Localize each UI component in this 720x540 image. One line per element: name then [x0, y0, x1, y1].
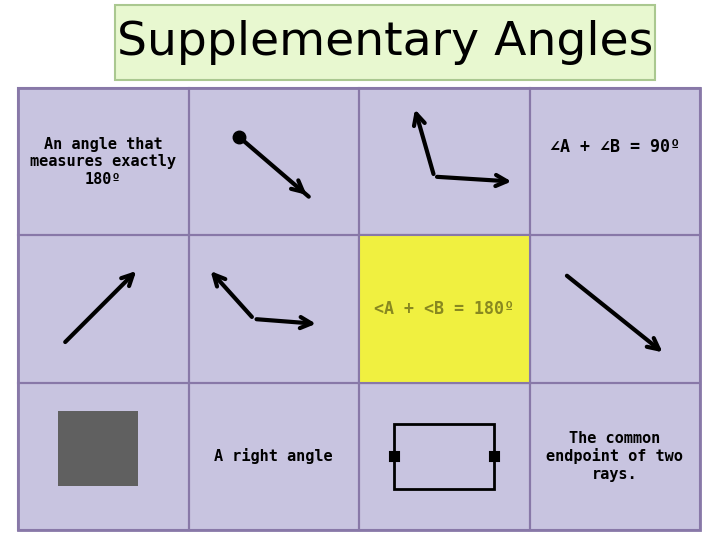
FancyBboxPatch shape: [115, 5, 655, 80]
Bar: [18, 88, 189, 235]
Bar: [18, 88, 700, 530]
Bar: [395, 424, 494, 489]
Bar: [359, 383, 529, 530]
Bar: [390, 452, 399, 461]
Bar: [18, 235, 189, 383]
Bar: [189, 88, 359, 235]
Bar: [18, 383, 189, 530]
Text: ∠A + ∠B = 90º: ∠A + ∠B = 90º: [550, 138, 680, 156]
Bar: [58, 411, 138, 487]
Text: The common
endpoint of two
rays.: The common endpoint of two rays.: [546, 431, 683, 482]
Bar: [359, 235, 529, 383]
Bar: [359, 88, 529, 235]
Bar: [189, 383, 359, 530]
Bar: [490, 452, 499, 461]
Text: Supplementary Angles: Supplementary Angles: [117, 20, 653, 65]
Bar: [529, 383, 700, 530]
Text: <A + <B = 180º: <A + <B = 180º: [374, 300, 514, 318]
Text: A right angle: A right angle: [215, 448, 333, 464]
Bar: [529, 235, 700, 383]
Bar: [189, 235, 359, 383]
Text: An angle that
measures exactly
180º: An angle that measures exactly 180º: [30, 137, 176, 186]
Bar: [359, 235, 529, 383]
Bar: [529, 88, 700, 235]
